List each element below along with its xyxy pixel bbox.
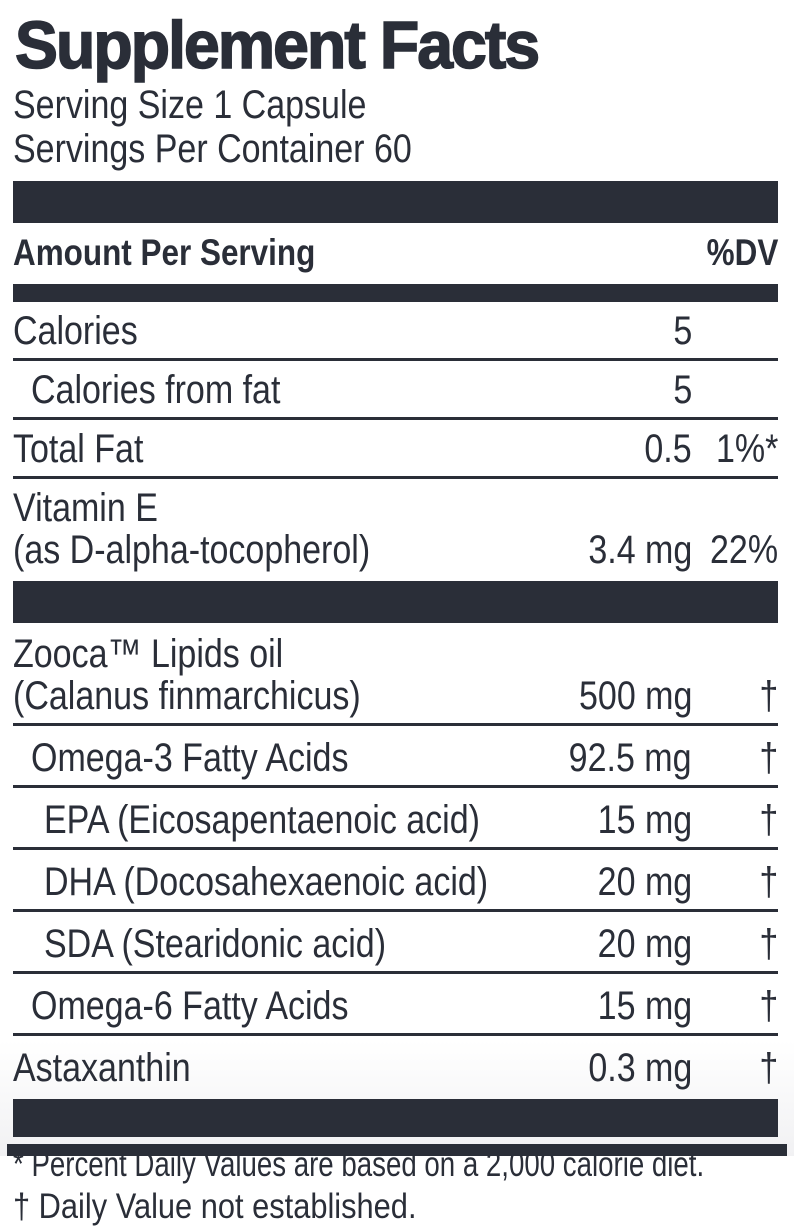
- serving-size: Serving Size 1 Capsule: [13, 83, 367, 128]
- nutrient-dv: †: [759, 673, 778, 718]
- row-omega-3-fatty-acids: Omega-3 Fatty Acids 92.5 mg †: [13, 726, 778, 788]
- nutrient-dv: †: [759, 1045, 778, 1090]
- row-vitamin-e: Vitamin E (as D-alpha-tocopherol) 3.4 mg…: [13, 479, 778, 577]
- nutrient-name: EPA (Eicosapentaenoic acid): [44, 797, 480, 842]
- nutrient-dv: †: [759, 921, 778, 966]
- nutrient-dv: †: [759, 735, 778, 780]
- percent-dv-header: %DV: [706, 231, 778, 273]
- nutrient-name: Vitamin E (as D-alpha-tocopherol): [13, 485, 371, 572]
- nutrient-dv: †: [759, 797, 778, 842]
- nutrient-name: Calories from fat: [31, 367, 281, 412]
- nutrient-amount: 3.4 mg: [588, 527, 692, 572]
- nutrient-dv: 1%*: [715, 426, 778, 471]
- row-epa: EPA (Eicosapentaenoic acid) 15 mg †: [13, 788, 778, 850]
- row-zooca-lipids-oil: Zooca™ Lipids oil (Calanus finmarchicus)…: [13, 623, 778, 726]
- column-header-row: Amount Per Serving %DV: [13, 223, 778, 284]
- header-divider-bar: [13, 283, 778, 302]
- nutrient-dv: 22%: [709, 527, 778, 572]
- nutrient-amount: 0.3 mg: [588, 1045, 692, 1090]
- row-dha: DHA (Docosahexaenoic acid) 20 mg †: [13, 850, 778, 912]
- nutrient-name: Total Fat: [13, 426, 144, 471]
- nutrient-name: SDA (Stearidonic acid): [44, 921, 387, 966]
- page-title: Supplement Facts: [14, 8, 541, 83]
- nutrient-dv: †: [759, 859, 778, 904]
- amount-per-serving-header: Amount Per Serving: [13, 231, 316, 273]
- row-total-fat: Total Fat 0.5 1%*: [13, 420, 778, 479]
- nutrient-amount: 20 mg: [597, 859, 692, 904]
- row-omega-6-fatty-acids: Omega-6 Fatty Acids 15 mg †: [13, 974, 778, 1036]
- nutrient-amount: 92.5 mg: [569, 735, 692, 780]
- row-sda: SDA (Stearidonic acid) 20 mg †: [13, 912, 778, 974]
- nutrient-name: Calories: [13, 308, 138, 353]
- nutrient-name: Omega-3 Fatty Acids: [31, 735, 349, 780]
- footnotes: * Percent Daily Values are based on a 2,…: [13, 1144, 778, 1229]
- nutrient-name: Zooca™ Lipids oil (Calanus finmarchicus): [13, 631, 361, 718]
- section-bar-bottom: [13, 1098, 778, 1137]
- nutrient-amount: 15 mg: [597, 797, 692, 842]
- nutrient-dv: [692, 310, 778, 352]
- nutrient-amount: 5: [673, 367, 692, 412]
- nutrient-dv: [692, 369, 778, 411]
- nutrient-amount: 500 mg: [578, 673, 692, 718]
- panel-bottom-bar: [7, 1144, 787, 1156]
- nutrient-amount: 5: [673, 308, 692, 353]
- nutrient-name: Astaxanthin: [13, 1045, 191, 1090]
- nutrient-amount: 15 mg: [597, 983, 692, 1028]
- nutrient-amount: 0.5: [644, 426, 692, 471]
- footnote-dv-not-established: † Daily Value not established.: [13, 1187, 417, 1227]
- section-bar-top: [13, 180, 778, 223]
- nutrient-amount: 20 mg: [597, 921, 692, 966]
- row-calories-from-fat: Calories from fat 5: [13, 361, 778, 420]
- nutrient-name: DHA (Docosahexaenoic acid): [44, 859, 489, 904]
- section-bar-middle: [13, 580, 778, 623]
- nutrient-dv: †: [759, 983, 778, 1028]
- servings-per-container: Servings Per Container 60: [13, 126, 412, 171]
- nutrient-name: Omega-6 Fatty Acids: [31, 983, 349, 1028]
- row-calories: Calories 5: [13, 302, 778, 361]
- row-astaxanthin: Astaxanthin 0.3 mg †: [13, 1036, 778, 1095]
